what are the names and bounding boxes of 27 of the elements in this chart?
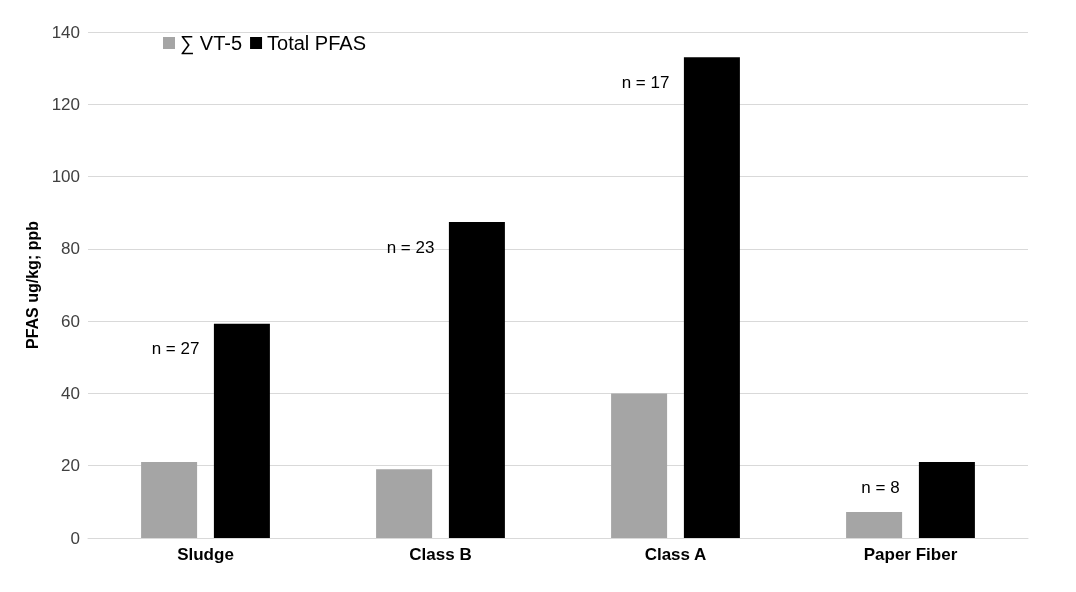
bar	[846, 511, 903, 538]
x-tick-label: Class B	[409, 545, 472, 564]
annotation: n = 27	[151, 339, 200, 359]
annotation: n = 8	[861, 477, 900, 497]
y-tick-label: 0	[70, 528, 80, 548]
y-axis-title: PFAS ug/kg; ppb	[24, 220, 42, 349]
x-tick-label: Paper Fiber	[863, 545, 958, 564]
y-tick-label: 20	[61, 456, 80, 476]
annotation: n = 17	[621, 72, 670, 92]
y-tick-label: 140	[51, 22, 80, 42]
y-tick-label: 120	[51, 94, 80, 114]
y-tick-label: 60	[61, 311, 80, 331]
bar	[141, 462, 198, 538]
y-tick-label: 100	[51, 167, 80, 187]
x-tick-label: Class A	[644, 545, 707, 564]
annotation: n = 23	[386, 237, 435, 257]
y-tick-label: 40	[61, 383, 80, 403]
y-tick-label: 80	[61, 239, 80, 259]
bar	[683, 57, 740, 538]
legend-label: ∑ VT-5	[180, 32, 243, 55]
legend-label: Total PFAS	[267, 32, 366, 54]
bar	[611, 393, 668, 538]
bar	[376, 469, 433, 538]
x-tick-label: Sludge	[177, 545, 234, 564]
bar	[448, 222, 505, 538]
bar	[213, 323, 270, 538]
bar	[918, 462, 975, 538]
